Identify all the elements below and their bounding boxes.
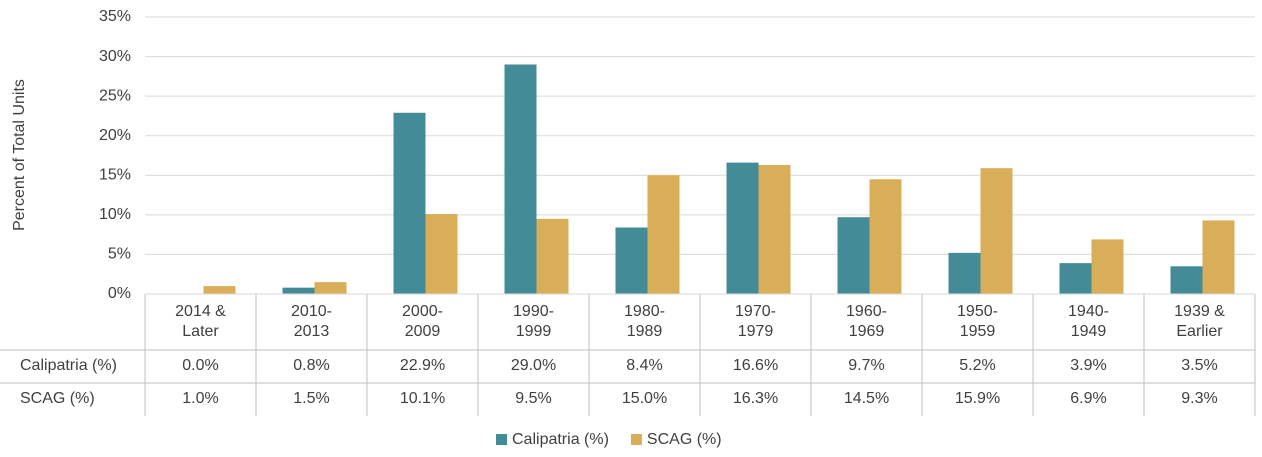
x-tick-label: 1980-1989: [624, 303, 665, 340]
y-axis-label: Percent of Total Units: [11, 79, 28, 231]
bar: [1170, 266, 1203, 294]
x-tick-label: 2014 & Later: [175, 303, 226, 340]
x-tick-label: 2010-2013: [291, 303, 332, 340]
y-tick-label: 15%: [99, 167, 131, 184]
y-tick-label: 30%: [99, 48, 131, 65]
y-tick-label: 35%: [99, 8, 131, 25]
x-tick-label: 1960-1969: [846, 303, 887, 340]
x-tick-label: 1950-1959: [957, 303, 998, 340]
legend-swatch: [630, 434, 642, 445]
bar: [504, 64, 537, 294]
bar: [647, 175, 680, 294]
data-label: 9.3%: [1181, 390, 1217, 407]
data-label: 1.5%: [293, 390, 329, 407]
bar: [314, 282, 347, 294]
data-label: 10.1%: [400, 390, 445, 407]
data-label: 15.0%: [622, 390, 667, 407]
bar: [837, 217, 870, 294]
data-label: 0.8%: [293, 357, 329, 374]
bar: [536, 218, 569, 294]
bar: [615, 227, 648, 294]
legend-label: SCAG (%): [647, 431, 722, 448]
row-label: Calipatria (%): [20, 357, 117, 374]
y-tick-label: 5%: [108, 246, 131, 263]
data-label: 9.5%: [515, 390, 551, 407]
bar: [1091, 239, 1124, 294]
data-label: 22.9%: [400, 357, 445, 374]
bar: [1202, 220, 1235, 294]
x-tick-label: 1940-1949: [1068, 303, 1109, 340]
x-tick-label: 1990-1999: [513, 303, 554, 340]
data-label: 9.7%: [848, 357, 884, 374]
data-label: 3.5%: [1181, 357, 1217, 374]
data-label: 0.0%: [182, 357, 218, 374]
bar: [869, 179, 902, 294]
x-tick-label: 1970-1979: [735, 303, 776, 340]
data-label: 8.4%: [626, 357, 662, 374]
y-tick-label: 20%: [99, 127, 131, 144]
legend-label: Calipatria (%): [512, 431, 609, 448]
y-tick-label: 25%: [99, 87, 131, 104]
data-label: 29.0%: [511, 357, 556, 374]
data-label: 15.9%: [955, 390, 1000, 407]
bar: [203, 286, 236, 294]
data-label: 6.9%: [1070, 390, 1106, 407]
y-tick-label: 0%: [108, 285, 131, 302]
data-label: 16.3%: [733, 390, 778, 407]
data-label: 1.0%: [182, 390, 218, 407]
bar: [948, 252, 981, 294]
bar: [758, 164, 791, 294]
data-label: 5.2%: [959, 357, 995, 374]
bar: [393, 112, 426, 295]
bar: [282, 287, 315, 294]
bar: [980, 168, 1013, 294]
row-label: SCAG (%): [20, 390, 95, 407]
x-tick-label: 2000-2009: [402, 303, 443, 340]
data-label: 16.6%: [733, 357, 778, 374]
data-label: 3.9%: [1070, 357, 1106, 374]
bar: [425, 214, 458, 294]
y-tick-label: 10%: [99, 206, 131, 223]
data-label: 14.5%: [844, 390, 889, 407]
bar: [726, 162, 759, 294]
x-tick-label: 1939 & Earlier: [1174, 303, 1225, 340]
legend-swatch: [496, 434, 507, 445]
bar: [1059, 263, 1092, 294]
